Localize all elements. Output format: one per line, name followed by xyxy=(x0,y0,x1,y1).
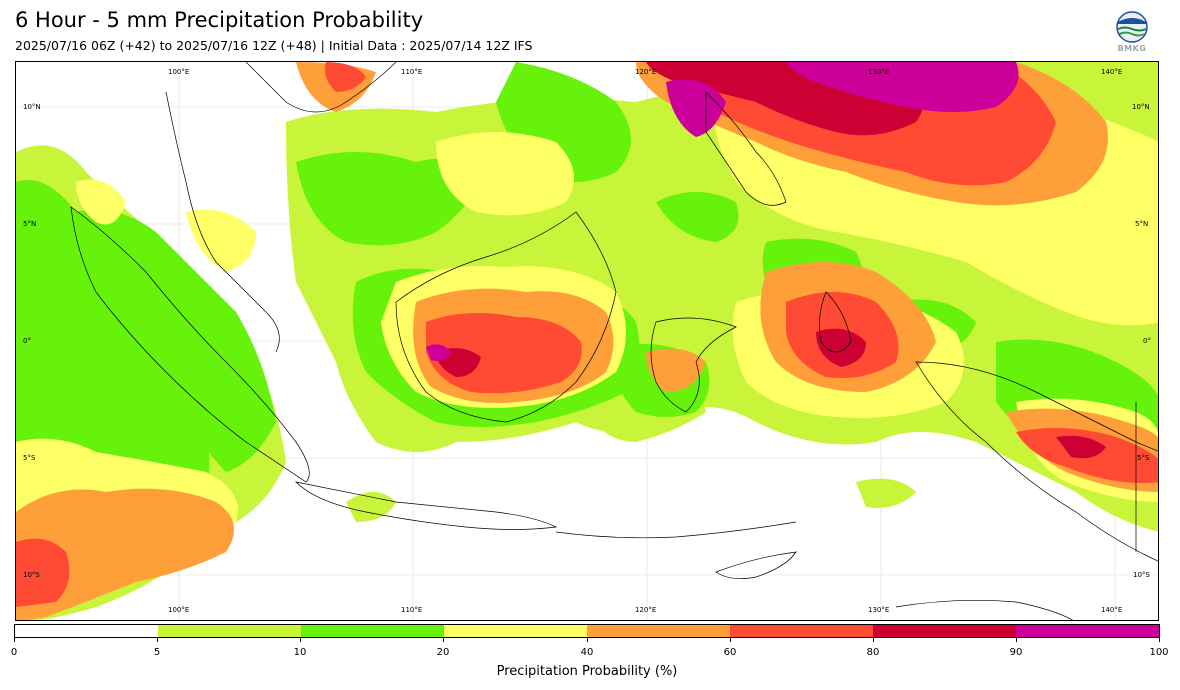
colorbar-tick-40: 40 xyxy=(580,647,594,658)
colorbar-segment-80-90 xyxy=(873,625,1016,637)
coastlines xyxy=(70,62,1158,620)
map-subtitle: 2025/07/16 06Z (+42) to 2025/07/16 12Z (… xyxy=(15,38,533,53)
lon-label-top-140: 140°E xyxy=(1101,68,1123,76)
colorbar-tickmark xyxy=(300,638,301,642)
colorbar-tick-60: 60 xyxy=(723,647,737,658)
colorbar-tick-10: 10 xyxy=(293,647,307,658)
colorbar-tick-100: 100 xyxy=(1149,647,1169,658)
lat-label-left-10n: 10°N xyxy=(23,103,41,111)
lon-label-top-100: 100°E xyxy=(168,68,190,76)
lat-label-right-5n: 5°N xyxy=(1135,220,1149,228)
lat-label-left-5s: 5°S xyxy=(23,454,36,462)
colorbar-tickmark xyxy=(1016,638,1017,642)
colorbar-tickmark xyxy=(443,638,444,642)
colorbar-tickmark xyxy=(1159,638,1160,642)
lon-label-bottom-110: 110°E xyxy=(401,606,423,614)
lat-label-right-10s: 10°S xyxy=(1133,571,1150,579)
lon-label-bottom-120: 120°E xyxy=(635,606,657,614)
logo-text: BMKG xyxy=(1117,44,1147,53)
colorbar-segment-10-20 xyxy=(301,625,444,637)
colorbar-tickmark xyxy=(730,638,731,642)
lat-label-right-0: 0° xyxy=(1143,337,1151,345)
lon-label-bottom-100: 100°E xyxy=(168,606,190,614)
colorbar-segment-40-60 xyxy=(587,625,730,637)
bmkg-emblem xyxy=(1116,11,1148,43)
lon-label-bottom-130: 130°E xyxy=(868,606,890,614)
lon-label-top-110: 110°E xyxy=(401,68,423,76)
colorbar-segment-0-5 xyxy=(15,625,158,637)
bmkg-logo-icon: BMKG xyxy=(1112,10,1152,56)
colorbar-tickmark xyxy=(157,638,158,642)
colorbar-segment-90-100 xyxy=(1016,625,1159,637)
colorbar-tick-80: 80 xyxy=(866,647,880,658)
colorbar-segment-60-80 xyxy=(730,625,873,637)
colorbar-tick-5: 5 xyxy=(153,647,161,658)
colorbar-tickmark xyxy=(14,638,15,642)
precipitation-map xyxy=(16,62,1158,620)
colorbar-label: Precipitation Probability (%) xyxy=(496,664,678,679)
lon-label-top-130: 130°E xyxy=(868,68,890,76)
map-title: 6 Hour - 5 mm Precipitation Probability xyxy=(15,8,424,32)
lat-label-left-0: 0° xyxy=(23,337,31,345)
lon-label-top-120: 120°E xyxy=(635,68,657,76)
prob-90-100-areas xyxy=(426,62,1019,361)
colorbar-tickmark xyxy=(587,638,588,642)
lat-label-right-5s: 5°S xyxy=(1137,454,1150,462)
lat-label-right-10n: 10°N xyxy=(1132,103,1150,111)
colorbar-segment-5-10 xyxy=(158,625,301,637)
colorbar-segment-20-40 xyxy=(444,625,587,637)
map-area[interactable]: 100°E 110°E 120°E 130°E 140°E 100°E 110°… xyxy=(15,61,1159,621)
colorbar-tick-0: 0 xyxy=(10,647,18,658)
lon-label-bottom-140: 140°E xyxy=(1101,606,1123,614)
colorbar xyxy=(14,624,1160,638)
colorbar-tickmark xyxy=(873,638,874,642)
colorbar-tick-20: 20 xyxy=(436,647,450,658)
lat-label-left-5n: 5°N xyxy=(23,220,37,228)
colorbar-tick-90: 90 xyxy=(1009,647,1023,658)
lat-label-left-10s: 10°S xyxy=(23,571,40,579)
